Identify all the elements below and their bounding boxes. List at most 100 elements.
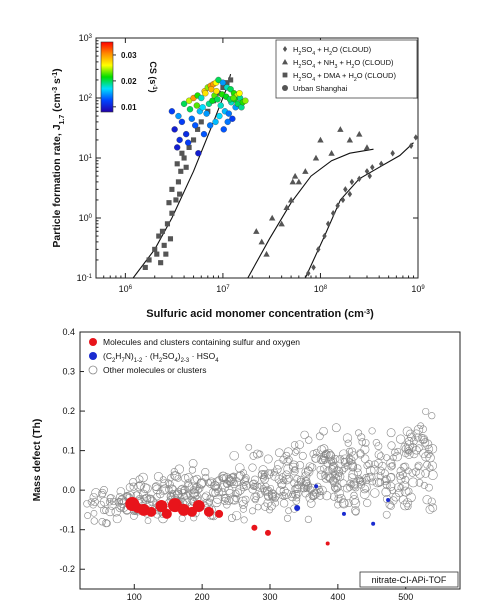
- x-tick-label-2: 100: [127, 592, 142, 600]
- y-tick-label-2: 0.1: [62, 446, 75, 456]
- other-point: [355, 429, 363, 437]
- other-point: [357, 433, 366, 442]
- other-point: [293, 494, 301, 502]
- shanghai-point: [198, 94, 205, 102]
- legend-square-icon: [282, 72, 288, 78]
- other-point: [158, 485, 169, 496]
- y-tick-label-2: 0.3: [62, 367, 75, 377]
- other-point: [370, 488, 380, 498]
- other-point: [304, 466, 313, 475]
- colorbar: [100, 41, 114, 113]
- other-point: [428, 412, 436, 420]
- other-point: [424, 449, 433, 458]
- sulfur-oxygen-point: [146, 506, 157, 517]
- other-point: [274, 474, 284, 484]
- annotation-box: [359, 571, 459, 588]
- sulfur-oxygen-point: [203, 506, 214, 517]
- other-point: [420, 435, 428, 444]
- other-point: [291, 448, 299, 456]
- square-point: [174, 161, 180, 167]
- triangle-point: [253, 228, 260, 234]
- y-tick-label-2: -0.1: [59, 525, 75, 535]
- other-point: [283, 514, 292, 522]
- other-point: [328, 458, 336, 466]
- other-point: [331, 484, 339, 492]
- y-tick-label-2: 0.4: [62, 327, 75, 337]
- other-point: [229, 495, 240, 505]
- other-point: [239, 505, 248, 513]
- square-point: [164, 221, 171, 227]
- other-point: [426, 464, 434, 472]
- other-point: [323, 459, 332, 468]
- other-point: [422, 495, 432, 505]
- other-point: [295, 461, 305, 470]
- sulfur-oxygen-point: [325, 541, 330, 546]
- other-point: [129, 511, 138, 520]
- other-point: [383, 454, 391, 461]
- y-tick-label: 101: [79, 153, 93, 163]
- x-tick-label-2: 500: [398, 592, 413, 600]
- square-point: [156, 233, 162, 239]
- other-point: [283, 464, 294, 474]
- other-point: [168, 485, 177, 494]
- other-point: [344, 499, 353, 508]
- other-point: [347, 473, 356, 482]
- diamond-point: [364, 168, 370, 175]
- y-tick-label: 103: [79, 33, 93, 43]
- x-tick-label-2: 200: [195, 592, 210, 600]
- other-point: [292, 484, 302, 493]
- x-tick-label-2: 400: [330, 592, 345, 600]
- other-point: [253, 482, 262, 491]
- shanghai-point: [200, 130, 208, 138]
- other-point: [165, 486, 173, 494]
- legend-2: Molecules and clusters containing sulfur…: [88, 337, 300, 375]
- other-point: [402, 498, 413, 508]
- other-point: [372, 477, 383, 488]
- y-tick-label-2: 0.0: [62, 485, 75, 495]
- other-point: [245, 443, 253, 451]
- other-point: [319, 426, 328, 436]
- shanghai-point: [183, 130, 190, 138]
- shanghai-point: [175, 112, 182, 120]
- other-point: [415, 479, 424, 487]
- square-point: [152, 246, 158, 252]
- other-point: [171, 471, 181, 481]
- other-point: [370, 465, 380, 475]
- other-point: [427, 497, 436, 506]
- other-point: [419, 448, 429, 459]
- colorbar-tick-label: 0.03: [121, 51, 137, 60]
- x-axis-label: Sulfuric acid monomer concentration (cm-…: [146, 308, 374, 320]
- other-point: [234, 471, 244, 482]
- other-point: [359, 489, 370, 499]
- other-point: [361, 439, 370, 447]
- other-point: [212, 497, 222, 508]
- other-point: [273, 465, 282, 474]
- other-point: [291, 484, 300, 493]
- x-tick-label: 109: [411, 284, 425, 294]
- other-point: [98, 488, 107, 498]
- other-point: [420, 481, 428, 489]
- other-point: [97, 500, 105, 509]
- colorbar-tick-label: 0.01: [121, 103, 137, 112]
- other-point: [249, 507, 256, 515]
- other-point: [427, 470, 438, 480]
- other-point: [341, 464, 349, 472]
- other-point: [425, 483, 433, 492]
- other-point: [160, 484, 170, 494]
- shanghai-point: [224, 118, 231, 126]
- other-point: [116, 487, 126, 496]
- other-point: [390, 454, 397, 462]
- other-point: [213, 484, 222, 493]
- triangle-point: [278, 220, 285, 227]
- other-point: [412, 445, 421, 455]
- other-point: [153, 493, 161, 501]
- shanghai-point: [212, 118, 219, 126]
- y-tick-label: 102: [79, 93, 93, 103]
- other-point: [342, 483, 352, 493]
- other-point: [140, 483, 150, 493]
- other-point: [207, 477, 216, 487]
- other-point: [370, 460, 379, 469]
- other-point: [224, 496, 234, 505]
- other-point: [330, 492, 339, 501]
